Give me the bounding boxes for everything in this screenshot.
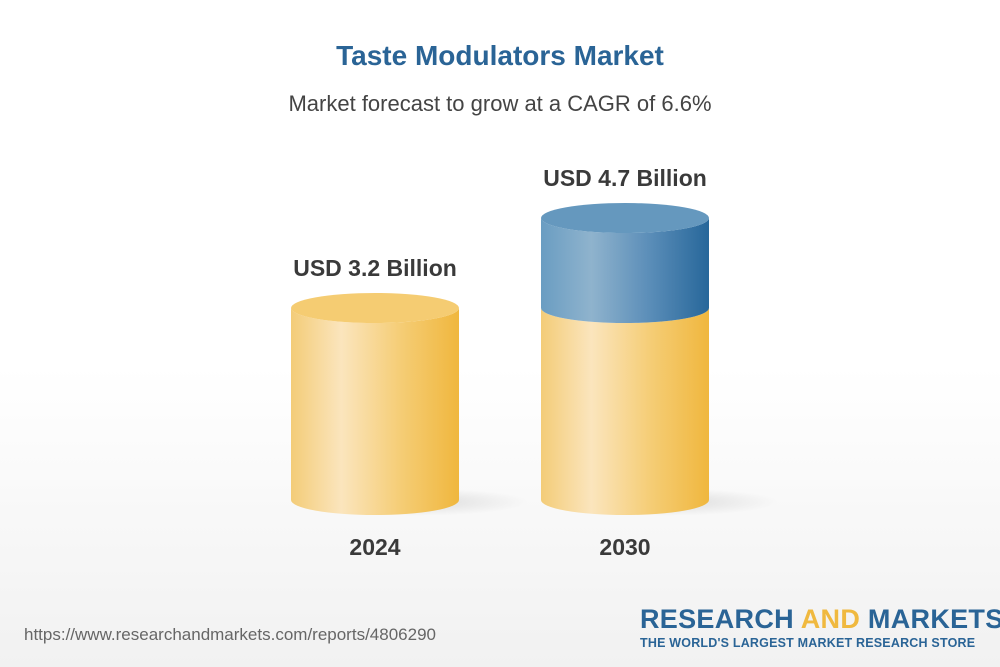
chart-subtitle: Market forecast to grow at a CAGR of 6.6… — [288, 91, 712, 116]
category-label: 2030 — [599, 534, 650, 560]
cylinder-top-2024 — [291, 293, 459, 323]
data-label: USD 4.7 Billion — [543, 165, 707, 191]
bar-base-2024 — [291, 308, 459, 515]
logo-tagline: THE WORLD'S LARGEST MARKET RESEARCH STOR… — [640, 636, 976, 650]
cylinder-top-2030 — [541, 203, 709, 233]
chart-title: Taste Modulators Market — [336, 40, 664, 71]
bar-growth-2030 — [541, 218, 709, 323]
research-and-markets-logo: RESEARCH AND MARKETS THE WORLD'S LARGEST… — [640, 604, 1000, 650]
category-label: 2024 — [349, 534, 400, 560]
data-label: USD 3.2 Billion — [293, 255, 457, 281]
source-url[interactable]: https://www.researchandmarkets.com/repor… — [24, 625, 436, 644]
bar-base-2030 — [541, 308, 709, 515]
